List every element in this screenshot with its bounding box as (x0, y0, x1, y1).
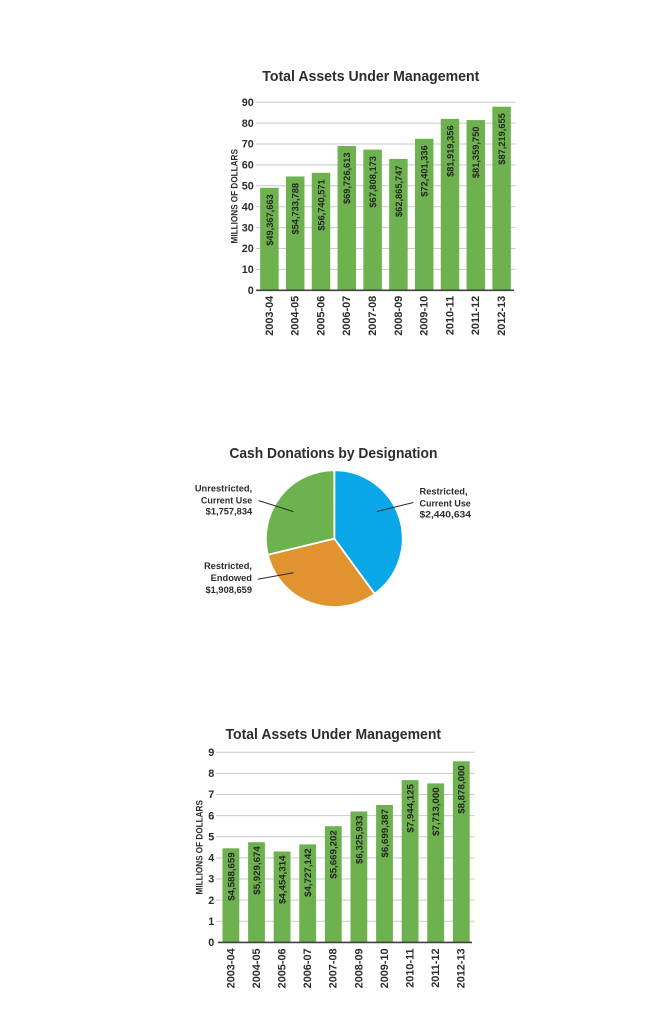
svg-text:2008-09: 2008-09 (353, 948, 365, 988)
svg-text:$7,713,000: $7,713,000 (431, 787, 441, 836)
svg-text:10: 10 (242, 264, 254, 276)
svg-text:0: 0 (248, 285, 254, 297)
svg-text:$5,669,202: $5,669,202 (329, 830, 339, 879)
svg-text:6: 6 (208, 810, 214, 822)
svg-text:$54,733,788: $54,733,788 (291, 183, 301, 235)
svg-text:80: 80 (242, 118, 254, 130)
svg-text:8: 8 (208, 768, 214, 780)
svg-text:40: 40 (242, 201, 254, 213)
svg-text:$49,367,663: $49,367,663 (265, 194, 275, 246)
svg-text:1: 1 (208, 916, 214, 928)
svg-text:0: 0 (208, 937, 214, 949)
svg-text:$2,440,634: $2,440,634 (420, 510, 472, 520)
svg-text:2012-13: 2012-13 (456, 948, 468, 988)
svg-text:$1,757,834: $1,757,834 (206, 507, 253, 517)
svg-text:Total Assets Under Management: Total Assets Under Management (226, 726, 442, 743)
svg-text:$7,944,125: $7,944,125 (406, 784, 416, 833)
svg-text:2005-06: 2005-06 (315, 296, 327, 336)
svg-text:60: 60 (242, 160, 254, 172)
svg-text:2006-07: 2006-07 (302, 948, 314, 988)
svg-text:5: 5 (208, 832, 214, 844)
svg-text:2: 2 (208, 895, 214, 907)
svg-text:$67,808,173: $67,808,173 (368, 156, 378, 208)
svg-text:2007-08: 2007-08 (328, 948, 340, 988)
svg-text:Unrestricted,: Unrestricted, (195, 483, 252, 493)
svg-text:$87,219,655: $87,219,655 (497, 113, 507, 165)
svg-text:20: 20 (242, 243, 254, 255)
svg-text:2011-12: 2011-12 (470, 296, 482, 335)
svg-text:50: 50 (242, 181, 254, 193)
svg-text:30: 30 (242, 222, 254, 234)
svg-text:7: 7 (208, 789, 214, 801)
svg-text:$72,401,336: $72,401,336 (420, 145, 430, 197)
svg-text:Current Use: Current Use (420, 499, 471, 509)
svg-text:MILLIONS OF DOLLARS: MILLIONS OF DOLLARS (230, 149, 240, 243)
svg-text:2003-04: 2003-04 (225, 948, 237, 988)
svg-text:Current Use: Current Use (201, 495, 252, 505)
svg-text:4: 4 (208, 853, 214, 865)
svg-text:Cash Donations by Designation: Cash Donations by Designation (229, 445, 437, 462)
svg-text:70: 70 (242, 139, 254, 151)
svg-text:$8,878,000: $8,878,000 (457, 765, 467, 814)
svg-text:2004-05: 2004-05 (290, 296, 302, 336)
svg-text:2010-11: 2010-11 (405, 948, 417, 987)
svg-text:$1,908,659: $1,908,659 (205, 585, 252, 595)
svg-text:$4,727,142: $4,727,142 (303, 848, 313, 897)
svg-text:2009-10: 2009-10 (379, 948, 391, 988)
svg-text:2012-13: 2012-13 (496, 296, 508, 336)
svg-text:$5,929,674: $5,929,674 (252, 845, 262, 894)
svg-text:$81,359,750: $81,359,750 (471, 127, 481, 179)
svg-text:2010-11: 2010-11 (444, 296, 456, 335)
svg-text:2007-08: 2007-08 (367, 296, 379, 336)
svg-text:$69,726,613: $69,726,613 (342, 153, 352, 205)
svg-text:2011-12: 2011-12 (430, 948, 442, 987)
svg-text:$6,699,387: $6,699,387 (380, 809, 390, 858)
svg-text:Endowed: Endowed (211, 573, 253, 583)
svg-text:2004-05: 2004-05 (251, 948, 263, 988)
svg-text:2006-07: 2006-07 (341, 296, 353, 336)
svg-text:$56,740,571: $56,740,571 (316, 179, 326, 231)
svg-text:$4,454,314: $4,454,314 (278, 855, 288, 904)
svg-text:2009-10: 2009-10 (419, 296, 431, 336)
svg-text:2003-04: 2003-04 (264, 296, 276, 336)
svg-text:$81,919,356: $81,919,356 (445, 125, 455, 176)
svg-text:2005-06: 2005-06 (277, 948, 289, 988)
svg-text:Total Assets Under Management: Total Assets Under Management (262, 68, 479, 85)
svg-text:3: 3 (208, 874, 214, 886)
svg-text:90: 90 (242, 97, 254, 109)
svg-text:2008-09: 2008-09 (393, 296, 405, 336)
svg-text:Restricted,: Restricted, (420, 486, 468, 496)
svg-text:Restricted,: Restricted, (204, 561, 252, 571)
svg-text:$4,588,659: $4,588,659 (226, 852, 236, 901)
svg-text:MILLIONS OF DOLLARS: MILLIONS OF DOLLARS (194, 800, 204, 894)
svg-text:$6,325,933: $6,325,933 (354, 816, 364, 865)
svg-text:$62,865,747: $62,865,747 (394, 166, 404, 218)
svg-text:9: 9 (208, 747, 214, 759)
